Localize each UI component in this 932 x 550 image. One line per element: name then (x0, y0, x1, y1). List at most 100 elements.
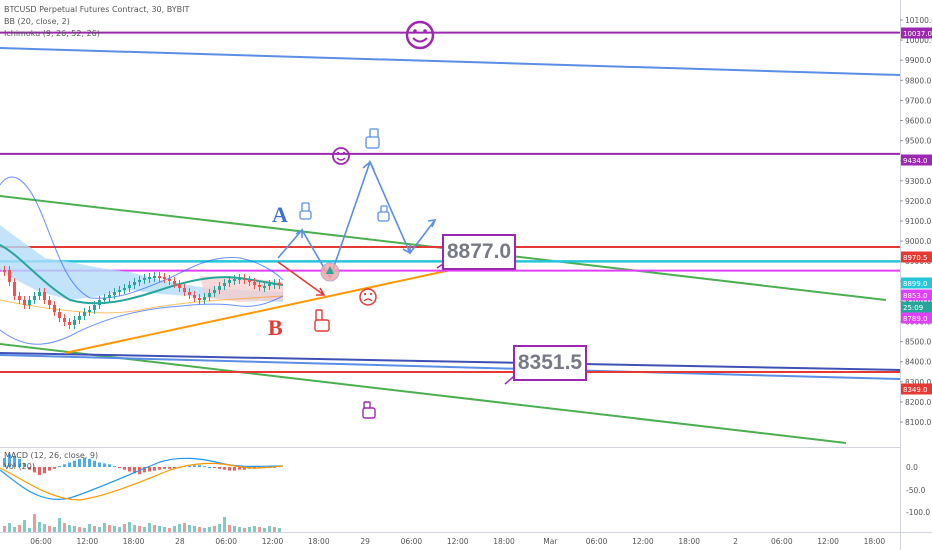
candle-body (143, 278, 146, 280)
ichimoku-cloud (0, 225, 283, 302)
volume-bar (188, 525, 191, 532)
volume-bar (158, 526, 161, 532)
candle-body (128, 285, 131, 288)
volume-bar (18, 525, 21, 532)
candle-body (183, 288, 186, 292)
sad-face-icon[interactable] (359, 288, 377, 306)
macd-tick-label: -100.0 (906, 508, 930, 517)
ichimoku-legend[interactable]: Ichimoku (9, 26, 52, 26) (4, 29, 100, 38)
candle-body (238, 278, 241, 280)
price-tag-label: 25:09 (903, 304, 923, 312)
price-tag-label: 10037.0 (903, 30, 932, 38)
pointing-hand-up-icon[interactable] (377, 205, 390, 222)
arrow-b-icon (316, 287, 326, 296)
macd-histogram-bar (233, 467, 236, 471)
pointing-hand-up-icon[interactable] (299, 202, 312, 220)
volume-bar (138, 526, 141, 532)
scenario-b-label: B (268, 315, 283, 340)
blue-trendline-lower[interactable] (0, 354, 901, 380)
volume-bar (128, 522, 131, 532)
volume-bar (178, 524, 181, 532)
price-tick-label: 9800.0 (905, 76, 931, 85)
price-tick-label: 8300.0 (905, 378, 931, 387)
macd-histogram-bar (88, 458, 91, 467)
macd-histogram-bar (3, 458, 6, 467)
volume-bar (248, 527, 251, 532)
green-channel-lower[interactable] (0, 343, 847, 444)
price-tag-label: 8349.0 (903, 386, 928, 394)
pointing-hand-down-icon[interactable] (362, 401, 376, 419)
macd-legend[interactable]: MACD (12, 26, close, 9) (4, 451, 99, 460)
arrow-a1-icon (295, 228, 303, 238)
price-callout-lower[interactable]: 8351.5 (513, 345, 587, 381)
volume-bar (118, 527, 121, 532)
time-tick-label: 18:00 (864, 537, 886, 546)
volume-bar (88, 524, 91, 532)
price-tag-label: 8853.0 (903, 292, 928, 300)
price-tag-label: 8899.0 (903, 280, 928, 288)
volume-bar (8, 523, 11, 532)
price-tick-label: 9000.0 (905, 237, 931, 246)
volume-bar (28, 528, 31, 532)
macd-histogram-bar (223, 467, 226, 470)
volume-bar (48, 526, 51, 532)
candle-body (213, 290, 216, 293)
candle-body (113, 292, 116, 295)
volume-bar (143, 527, 146, 532)
projection-path-a[interactable] (277, 159, 436, 280)
candle-body (228, 280, 231, 283)
price-axis[interactable]: 10100.0 10000.0 9900.0 9800.0 9700.0 9600.0 95… (900, 16, 932, 427)
candle-body (268, 284, 271, 286)
blue-trendline-dark[interactable] (0, 352, 901, 371)
macd-histogram-bar (68, 462, 71, 467)
macd-histogram-bar (238, 467, 241, 470)
volume-bar (273, 527, 276, 532)
candle-body (138, 280, 141, 282)
macd-histogram-bar (78, 458, 81, 467)
volume-bar (43, 524, 46, 532)
pointing-hand-up-icon[interactable] (365, 128, 380, 149)
orange-support-line[interactable] (64, 261, 489, 354)
volume-bar (258, 527, 261, 532)
volume-bar (268, 526, 271, 532)
macd-histogram-bar (193, 465, 196, 467)
volume-bar (203, 528, 206, 532)
time-tick-label: 12:00 (262, 537, 284, 546)
time-tick-label: 2 (733, 537, 738, 546)
macd-histogram-bar (128, 467, 131, 472)
volume-bar (193, 526, 196, 532)
macd-histogram-bar (33, 467, 36, 473)
volume-bar (3, 526, 6, 532)
time-tick-label: 12:00 (447, 537, 469, 546)
volume-bar (98, 527, 101, 532)
candle-body (38, 292, 41, 296)
time-tick-label: 06:00 (771, 537, 793, 546)
time-axis[interactable]: 06:00 12:00 18:00 28 06:00 12:00 18:00 29 06:00 1… (30, 537, 885, 546)
volume-bar (58, 518, 61, 532)
candle-body (83, 312, 86, 316)
arrow-a4-icon (427, 219, 437, 228)
candle-body (78, 316, 81, 320)
macd-histogram-bar (143, 467, 146, 473)
candle-body (278, 283, 281, 285)
price-tick-label: 9500.0 (905, 137, 931, 146)
candle-body (28, 300, 31, 305)
price-callout-upper[interactable]: 8877.0 (442, 234, 516, 270)
candle-body (248, 280, 251, 282)
blue-trendline-upper[interactable] (0, 47, 901, 76)
macd-histogram-bar (208, 467, 211, 468)
smiley-face-icon[interactable] (405, 20, 435, 50)
macd-histogram-bar (213, 467, 216, 468)
macd-line (0, 457, 284, 500)
candle-body (273, 283, 276, 285)
bb-legend[interactable]: BB (20, close, 2) (4, 17, 70, 26)
projection-path-b[interactable] (277, 261, 325, 296)
macd-panel[interactable] (3, 454, 281, 476)
vol-legend[interactable]: Vol (20) (4, 462, 35, 471)
macd-histogram-bar (23, 463, 26, 467)
volume-bar (93, 526, 96, 532)
smiley-face-small-icon[interactable] (332, 147, 350, 165)
pointing-hand-down-icon[interactable] (314, 309, 330, 332)
